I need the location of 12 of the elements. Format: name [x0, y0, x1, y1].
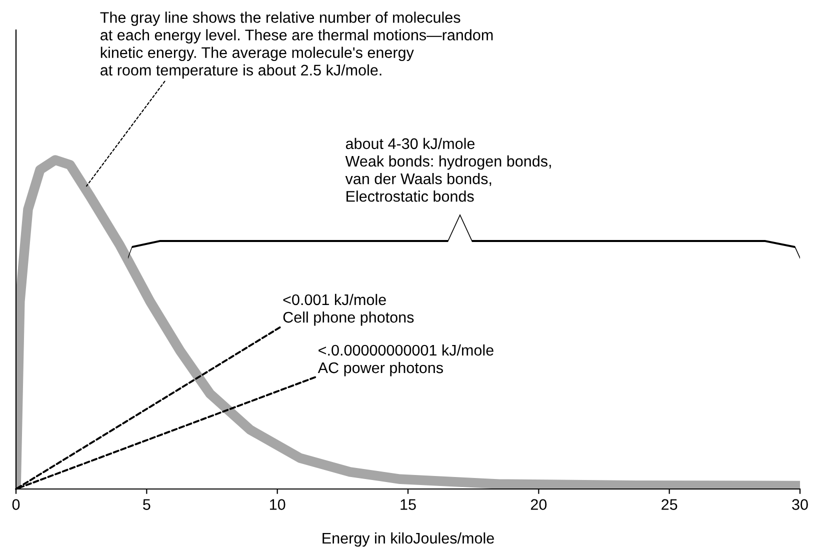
annotation: about 4-30 kJ/mole Weak bonds: hydrogen bonds, van der Waals bonds, Electrostatic bonds [345, 138, 551, 202]
text: The gray line shows the relative number of molecules at each energy level. These are thermal motions—random kinetic energy. The average molecule's energy at room temperature is about 2.5 kJ/mole. [100, 12, 493, 79]
x-tick-label: 0 [12, 499, 20, 510]
x-tick-label: 30 [792, 499, 808, 510]
annotation: <0.001 kJ/mole Cell phone photons [283, 294, 414, 326]
x-tick-label: 25 [662, 499, 678, 510]
x-tick-label: 20 [530, 499, 547, 510]
x-tick-label: 15 [400, 499, 416, 510]
annotation: <.0.00000000001 kJ/mole AC power photons [318, 344, 494, 376]
x-tick-label: 10 [270, 499, 286, 510]
x-axis-title: Energy in kiloJoules/mole [322, 532, 494, 547]
x-tick-label: 5 [143, 499, 150, 510]
